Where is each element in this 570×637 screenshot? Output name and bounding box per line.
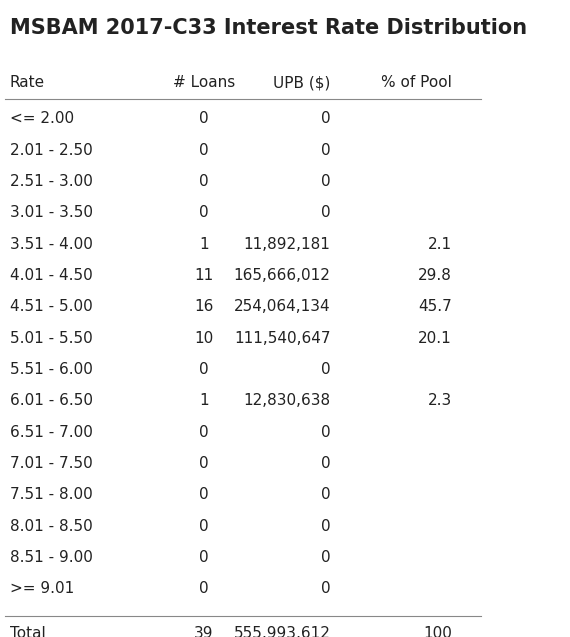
Text: 20.1: 20.1 <box>418 331 452 346</box>
Text: 5.51 - 6.00: 5.51 - 6.00 <box>10 362 92 377</box>
Text: # Loans: # Loans <box>173 75 235 90</box>
Text: 2.51 - 3.00: 2.51 - 3.00 <box>10 174 92 189</box>
Text: Rate: Rate <box>10 75 45 90</box>
Text: 0: 0 <box>321 362 331 377</box>
Text: 1: 1 <box>200 237 209 252</box>
Text: <= 2.00: <= 2.00 <box>10 111 74 126</box>
Text: 0: 0 <box>200 456 209 471</box>
Text: 2.3: 2.3 <box>428 394 452 408</box>
Text: 2.01 - 2.50: 2.01 - 2.50 <box>10 143 92 158</box>
Text: 0: 0 <box>200 143 209 158</box>
Text: 3.51 - 4.00: 3.51 - 4.00 <box>10 237 92 252</box>
Text: 0: 0 <box>321 550 331 565</box>
Text: 0: 0 <box>200 519 209 534</box>
Text: 555,993,612: 555,993,612 <box>234 626 331 637</box>
Text: 100: 100 <box>423 626 452 637</box>
Text: 16: 16 <box>194 299 214 315</box>
Text: 8.01 - 8.50: 8.01 - 8.50 <box>10 519 92 534</box>
Text: 6.51 - 7.00: 6.51 - 7.00 <box>10 425 92 440</box>
Text: 0: 0 <box>321 143 331 158</box>
Text: >= 9.01: >= 9.01 <box>10 582 74 596</box>
Text: 0: 0 <box>200 550 209 565</box>
Text: 3.01 - 3.50: 3.01 - 3.50 <box>10 205 93 220</box>
Text: 29.8: 29.8 <box>418 268 452 283</box>
Text: 0: 0 <box>200 487 209 503</box>
Text: MSBAM 2017-C33 Interest Rate Distribution: MSBAM 2017-C33 Interest Rate Distributio… <box>10 18 527 38</box>
Text: 7.51 - 8.00: 7.51 - 8.00 <box>10 487 92 503</box>
Text: 8.51 - 9.00: 8.51 - 9.00 <box>10 550 92 565</box>
Text: 0: 0 <box>321 456 331 471</box>
Text: 4.01 - 4.50: 4.01 - 4.50 <box>10 268 92 283</box>
Text: 0: 0 <box>200 111 209 126</box>
Text: % of Pool: % of Pool <box>381 75 452 90</box>
Text: 6.01 - 6.50: 6.01 - 6.50 <box>10 394 93 408</box>
Text: 11: 11 <box>194 268 214 283</box>
Text: 0: 0 <box>321 111 331 126</box>
Text: 45.7: 45.7 <box>418 299 452 315</box>
Text: 0: 0 <box>200 174 209 189</box>
Text: 10: 10 <box>194 331 214 346</box>
Text: 0: 0 <box>321 425 331 440</box>
Text: UPB ($): UPB ($) <box>273 75 331 90</box>
Text: 0: 0 <box>200 362 209 377</box>
Text: 0: 0 <box>321 487 331 503</box>
Text: 4.51 - 5.00: 4.51 - 5.00 <box>10 299 92 315</box>
Text: 254,064,134: 254,064,134 <box>234 299 331 315</box>
Text: 0: 0 <box>321 519 331 534</box>
Text: 0: 0 <box>200 425 209 440</box>
Text: 111,540,647: 111,540,647 <box>234 331 331 346</box>
Text: 39: 39 <box>194 626 214 637</box>
Text: 0: 0 <box>321 582 331 596</box>
Text: 2.1: 2.1 <box>428 237 452 252</box>
Text: 11,892,181: 11,892,181 <box>243 237 331 252</box>
Text: 165,666,012: 165,666,012 <box>234 268 331 283</box>
Text: 5.01 - 5.50: 5.01 - 5.50 <box>10 331 92 346</box>
Text: 1: 1 <box>200 394 209 408</box>
Text: 7.01 - 7.50: 7.01 - 7.50 <box>10 456 92 471</box>
Text: 0: 0 <box>321 174 331 189</box>
Text: 0: 0 <box>200 205 209 220</box>
Text: 12,830,638: 12,830,638 <box>243 394 331 408</box>
Text: 0: 0 <box>321 205 331 220</box>
Text: 0: 0 <box>200 582 209 596</box>
Text: Total: Total <box>10 626 46 637</box>
